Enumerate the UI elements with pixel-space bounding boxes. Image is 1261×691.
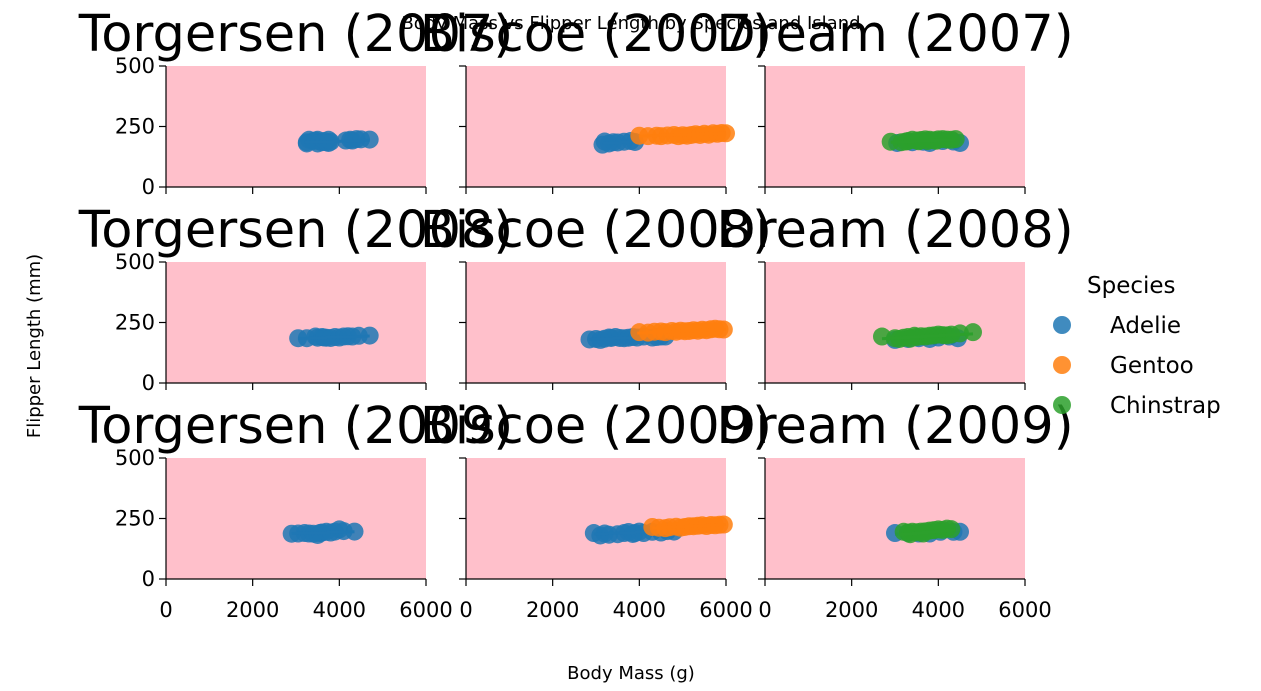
figure-title: Body Mass vs Flipper Length by Species a…	[401, 13, 860, 34]
series-gentoo	[630, 319, 733, 342]
fit-line	[652, 523, 727, 530]
x-tick-label: 4000	[912, 598, 965, 622]
panel-background	[166, 458, 426, 579]
series-chinstrap	[894, 519, 961, 544]
panel-5: Biscoe (2008)	[420, 201, 772, 390]
panel-title: Biscoe (2008)	[420, 201, 772, 260]
series-gentoo	[643, 515, 733, 538]
legend-marker	[1053, 356, 1071, 374]
x-tick-label: 2000	[825, 598, 878, 622]
y-tick-label: 500	[115, 54, 155, 78]
y-tick-label: 500	[115, 250, 155, 274]
panel-title: Dream (2009)	[716, 397, 1073, 456]
panel-2: Biscoe (2007)	[420, 5, 772, 194]
data-point	[360, 130, 379, 149]
series-adelie	[282, 520, 364, 544]
legend-entry-gentoo: Gentoo	[1053, 353, 1194, 379]
y-axis-label: Flipper Length (mm)	[24, 254, 45, 438]
legend-label: Chinstrap	[1110, 393, 1221, 419]
panel-title: Dream (2007)	[716, 5, 1073, 64]
series-chinstrap	[873, 323, 982, 348]
panel-title: Dream (2008)	[716, 201, 1073, 260]
x-axis-label: Body Mass (g)	[567, 663, 695, 684]
panel-title: Biscoe (2007)	[420, 5, 772, 64]
legend-entry-adelie: Adelie	[1053, 313, 1181, 339]
panel-8: 0 2000 4000 6000 Biscoe (2009)	[420, 397, 772, 622]
series-adelie	[297, 130, 379, 153]
fit-line	[890, 138, 956, 144]
fit-line	[639, 131, 727, 138]
y-tick-label: 250	[115, 507, 155, 531]
panel-background	[466, 66, 726, 187]
panel-background	[765, 66, 1025, 187]
panel-7: 0 250 500 0 2000 4000 6000 Torgersen (2009)	[78, 397, 514, 622]
legend-entry-chinstrap: Chinstrap	[1053, 393, 1221, 419]
y-tick-label: 0	[142, 371, 155, 395]
legend: Species Adelie Gentoo Chinstrap	[1053, 273, 1221, 419]
data-point	[946, 130, 965, 149]
panel-3: Dream (2007)	[716, 5, 1074, 194]
panel-background	[765, 458, 1025, 579]
fit-line	[298, 334, 370, 340]
panel-title: Torgersen (2009)	[78, 397, 514, 456]
x-tick-label: 6000	[399, 598, 452, 622]
panel-title: Biscoe (2009)	[420, 397, 772, 456]
fit-line	[637, 327, 727, 335]
panel-9: 0 2000 4000 6000 Dream (2009)	[716, 397, 1073, 622]
x-tick-label: 0	[758, 598, 771, 622]
panel-6: Dream (2008)	[716, 201, 1074, 390]
x-tick-label: 0	[459, 598, 472, 622]
x-tick-label: 4000	[313, 598, 366, 622]
fit-line	[881, 332, 974, 341]
x-tick-label: 6000	[699, 598, 752, 622]
panel-title: Torgersen (2008)	[78, 201, 514, 260]
x-tick-label: 2000	[226, 598, 279, 622]
series-adelie	[289, 326, 379, 348]
panel-background	[765, 262, 1025, 383]
fit-line	[602, 140, 638, 145]
series-chinstrap	[881, 130, 965, 152]
x-tick-label: 6000	[998, 598, 1051, 622]
fit-line	[291, 530, 355, 536]
legend-title: Species	[1087, 273, 1176, 299]
y-tick-label: 500	[115, 446, 155, 470]
y-tick-label: 0	[142, 567, 155, 591]
x-tick-label: 2000	[526, 598, 579, 622]
panel-title: Torgersen (2007)	[78, 5, 514, 64]
legend-label: Gentoo	[1110, 353, 1194, 379]
data-point	[345, 522, 364, 541]
legend-marker	[1053, 396, 1071, 414]
data-point	[360, 326, 379, 345]
data-point	[964, 323, 982, 342]
panel-background	[166, 66, 426, 187]
panel-background	[166, 262, 426, 383]
y-tick-label: 250	[115, 115, 155, 139]
y-tick-label: 250	[115, 311, 155, 335]
legend-label: Adelie	[1110, 313, 1181, 339]
x-tick-label: 0	[159, 598, 172, 622]
series-gentoo	[630, 124, 735, 146]
y-tick-label: 0	[142, 175, 155, 199]
x-tick-label: 4000	[613, 598, 666, 622]
fit-line	[899, 528, 956, 537]
fit-line	[304, 138, 370, 144]
legend-marker	[1053, 316, 1071, 334]
